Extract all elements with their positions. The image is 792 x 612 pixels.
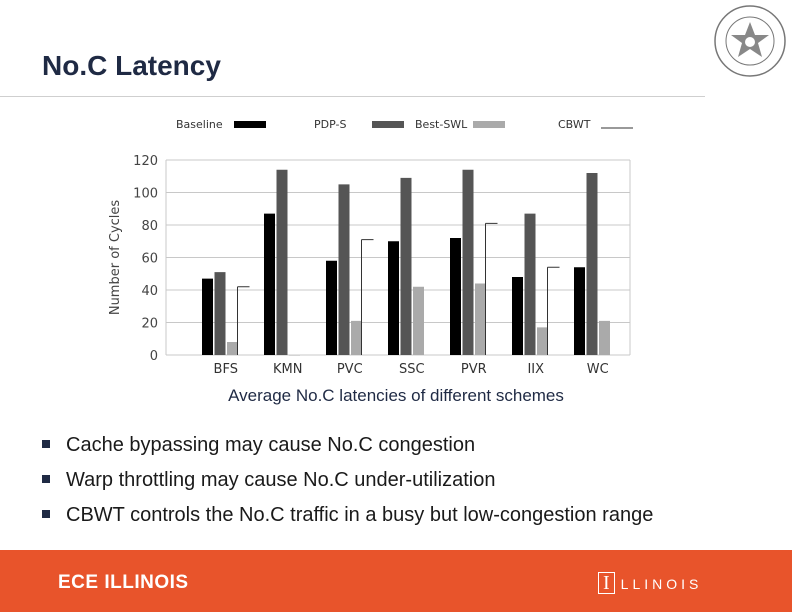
bar-baseline <box>202 278 213 355</box>
y-tick-label: 60 <box>141 252 158 267</box>
illinois-block-i-icon: I <box>598 572 615 594</box>
x-tick-label: PVC <box>337 362 363 377</box>
x-tick-label: PVR <box>461 362 487 377</box>
bar-baseline <box>512 277 523 355</box>
bar-best-swl <box>475 283 486 355</box>
legend-swatch <box>234 121 266 128</box>
bullet-square-icon <box>42 509 50 518</box>
university-seal-icon <box>714 5 786 77</box>
bullet-text: CBWT controls the No.C traffic in a busy… <box>66 504 654 526</box>
bar-baseline <box>264 213 275 355</box>
x-tick-label: BFS <box>214 362 238 377</box>
x-tick-label: SSC <box>399 362 425 377</box>
bar-best-swl <box>413 286 424 355</box>
footer-illinois-logo: I LLINOIS <box>598 572 702 594</box>
bar-baseline <box>574 267 585 355</box>
bar-best-swl <box>227 342 238 355</box>
bullet-text: Warp throttling may cause No.C under-uti… <box>66 469 496 491</box>
y-axis-label: Number of Cycles <box>108 200 123 316</box>
bar-best-swl <box>599 320 610 355</box>
chart-caption: Average No.C latencies of different sche… <box>228 386 564 405</box>
bar-chart-svg: 0 20 40 60 80 100 120 Number of Cycles BFS KMN PVC… <box>108 118 633 377</box>
bar-baseline <box>326 260 337 355</box>
bar-baseline <box>388 241 399 355</box>
legend-swatch <box>473 121 505 128</box>
bullet-item: Warp throttling may cause No.C under-uti… <box>42 463 653 498</box>
bullet-square-icon <box>42 439 50 448</box>
bullet-square-icon <box>42 474 50 483</box>
legend-swatch <box>372 121 404 128</box>
y-tick-label: 0 <box>150 349 158 364</box>
bullet-text: Cache bypassing may cause No.C congestio… <box>66 434 476 456</box>
y-tick-label: 20 <box>141 317 158 332</box>
y-tick-label: 100 <box>133 187 158 202</box>
y-tick-label: 40 <box>141 284 158 299</box>
y-tick-label: 80 <box>141 219 158 234</box>
x-tick-label: KMN <box>273 362 302 377</box>
legend-label: Baseline <box>176 118 223 131</box>
legend-label: Best-SWL <box>415 118 468 131</box>
bullet-item: Cache bypassing may cause No.C congestio… <box>42 428 653 463</box>
bar-pdp-s <box>586 173 598 355</box>
bar-pdp-s <box>276 169 288 355</box>
footer-bar: ECE ILLINOIS I LLINOIS <box>0 550 792 612</box>
bar-pdp-s <box>214 272 226 355</box>
y-tick-label: 120 <box>133 154 158 169</box>
bar-pdp-s <box>400 177 412 355</box>
bar-best-swl <box>537 327 548 355</box>
title-divider <box>0 96 705 97</box>
footer-illinois-wordmark: LLINOIS <box>620 576 703 592</box>
slide-title: No.C Latency <box>42 50 221 81</box>
noc-latency-chart: 0 20 40 60 80 100 120 Number of Cycles BFS KMN PVC… <box>100 112 640 382</box>
bar-best-swl <box>351 320 362 355</box>
x-tick-label: WC <box>587 362 609 377</box>
bar-baseline <box>450 238 461 355</box>
legend-label: CBWT <box>558 118 591 131</box>
bar-best-swl <box>289 355 300 356</box>
bullet-list: Cache bypassing may cause No.C congestio… <box>42 428 653 533</box>
legend-label: PDP-S <box>314 118 346 131</box>
bullet-item: CBWT controls the No.C traffic in a busy… <box>42 498 653 533</box>
footer-ece-illinois-logo: ECE ILLINOIS <box>58 572 189 593</box>
bar-pdp-s <box>524 213 536 355</box>
bar-pdp-s <box>338 184 350 355</box>
x-tick-label: IIX <box>527 362 544 377</box>
bar-pdp-s <box>462 169 474 355</box>
